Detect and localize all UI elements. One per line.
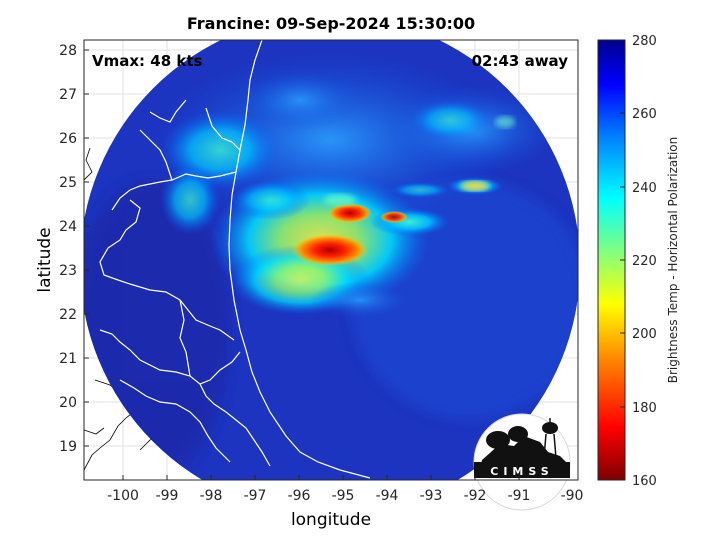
colorbar-label: Brightness Temp - Horizontal Polarizatio… [666, 137, 680, 384]
x-tick-label: -91 [508, 488, 531, 504]
colorbar-tick-label: 160 [632, 474, 657, 489]
y-tick-label: 20 [59, 395, 77, 411]
colorbar-tick-label: 220 [632, 254, 657, 269]
y-tick-label: 21 [59, 351, 77, 367]
y-tick-label: 28 [59, 43, 77, 59]
colorbar-tick-label: 240 [632, 181, 657, 196]
colorbar-ticks [620, 112, 625, 408]
y-tick-label: 23 [59, 263, 77, 279]
y-tick-label: 27 [59, 87, 77, 103]
x-tick-label: -98 [200, 488, 223, 504]
vmax-annotation: Vmax: 48 kts [92, 52, 203, 70]
cimss-logo: CIMSS [473, 413, 571, 511]
colorbar-tick-label: 280 [632, 34, 657, 49]
x-axis-label: longitude [290, 510, 372, 530]
x-tick-label: -92 [464, 488, 487, 504]
y-axis-label: latitude [35, 227, 55, 293]
colorbar-tick-label: 260 [632, 107, 657, 122]
cimss-logo-text: CIMSS [490, 465, 553, 478]
x-tick-label: -96 [288, 488, 311, 504]
y-tick-label: 19 [59, 439, 77, 455]
brightness-temp-swath [84, 40, 578, 480]
x-tick-label: -90 [561, 488, 584, 504]
inner-boundaries [99, 40, 371, 479]
y-tick-label: 24 [59, 219, 77, 235]
y-tick-label: 22 [59, 307, 77, 323]
x-tick-label: -95 [332, 488, 355, 504]
colorbar-tick-label: 200 [632, 327, 657, 342]
axes-frame [83, 39, 579, 481]
x-tick-label: -93 [420, 488, 443, 504]
tick-marks [84, 49, 520, 480]
x-tick-label: -99 [156, 488, 179, 504]
time-away-annotation: 02:43 away [471, 52, 568, 70]
colorbar-tick-label: 180 [632, 401, 657, 416]
y-tick-label: 26 [59, 131, 77, 147]
x-tick-label: -94 [376, 488, 399, 504]
chart-title: Francine: 09-Sep-2024 15:30:00 [186, 14, 476, 33]
x-tick-label: -100 [107, 488, 139, 504]
y-tick-label: 25 [59, 175, 77, 191]
x-tick-label: -97 [244, 488, 267, 504]
